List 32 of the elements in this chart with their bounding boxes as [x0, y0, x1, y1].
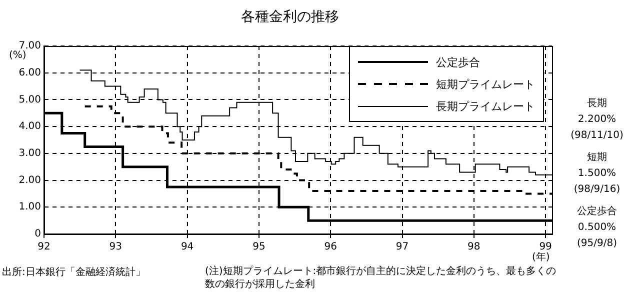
text: 1.500% — [576, 167, 618, 181]
chart-title: 各種金利の推移 — [240, 8, 340, 26]
text: 2.200% — [576, 113, 618, 127]
x-tick-label: 94 — [180, 242, 194, 253]
text: 0.500% — [576, 221, 618, 235]
x-axis-title: (年) — [532, 251, 550, 264]
x-tick-label: 93 — [109, 242, 122, 253]
text: 長期 — [586, 96, 608, 111]
text: (98/11/10) — [570, 129, 624, 143]
text: 公定歩合 — [576, 204, 618, 219]
text: (95/9/8) — [576, 237, 618, 251]
y-axis-title: (%) — [9, 50, 26, 61]
text: (注)短期プライムレート:都市銀行が自主的に決定した金利のうち、最も多くの数の銀行が採用した金利 — [205, 265, 558, 291]
legend-label: 公定歩合 — [436, 54, 480, 70]
y-tick-label: 0 — [34, 228, 41, 240]
text: 短期 — [586, 150, 608, 165]
y-tick-label: 2.00 — [18, 174, 41, 186]
y-tick-label: 3.00 — [18, 148, 41, 160]
x-tick-label: 97 — [396, 242, 409, 253]
x-tick-label: 95 — [252, 242, 266, 253]
y-tick-label: 1.00 — [18, 202, 41, 213]
legend-label: 短期プライムレート — [436, 76, 535, 92]
x-tick-label: 96 — [324, 242, 337, 253]
x-tick-label: 98 — [468, 242, 480, 253]
y-tick-label: 6.00 — [18, 67, 41, 78]
text: 出所:日本銀行「金融経済統計」 — [2, 266, 146, 279]
legend-label: 長期プライムレート — [436, 98, 535, 114]
text: (98/9/16) — [572, 183, 622, 197]
x-tick-label: 92 — [38, 242, 50, 253]
y-tick-label: 5.00 — [18, 94, 41, 106]
y-tick-label: 4.00 — [18, 121, 41, 132]
x-tick-label: 99 — [539, 242, 552, 253]
